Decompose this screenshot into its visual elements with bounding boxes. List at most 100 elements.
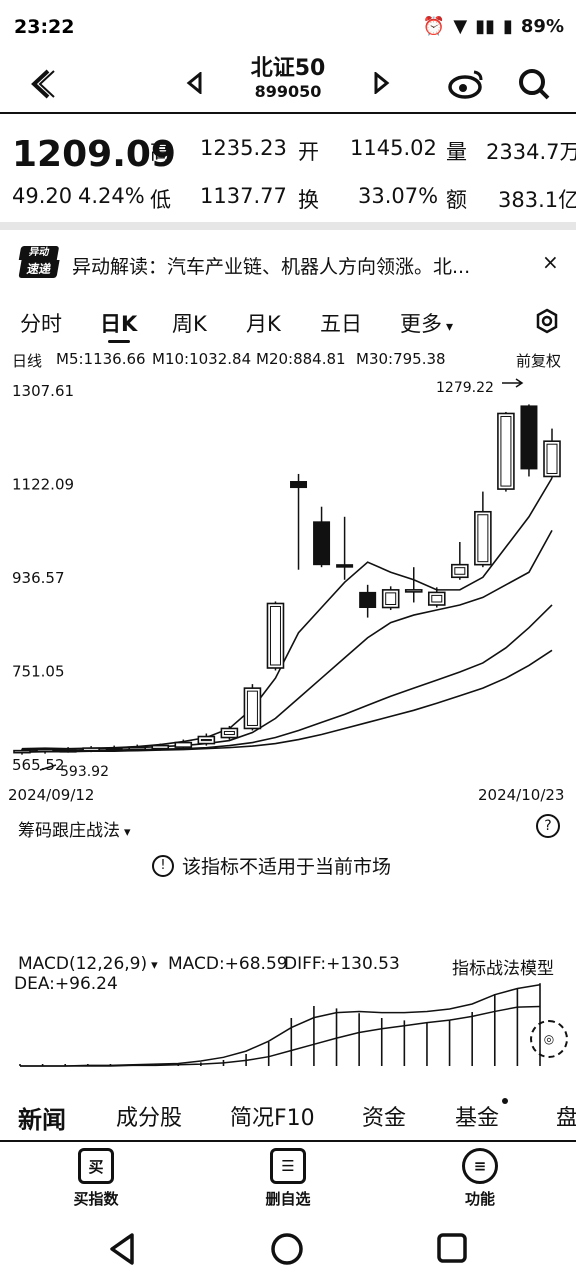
ma20-line: [21, 604, 553, 752]
function-button[interactable]: ≡ 功能: [440, 1148, 520, 1209]
chip-indicator-selector[interactable]: 筹码跟庄战法 ▾: [18, 816, 131, 841]
candle: [105, 745, 123, 752]
tab-news[interactable]: 新闻: [18, 1106, 66, 1134]
tab-fund[interactable]: 基金: [455, 1106, 500, 1131]
new-dot: [502, 1098, 508, 1104]
candle: [36, 747, 54, 754]
alert-badge-icon: 异动 速递: [18, 246, 60, 280]
candle: [427, 587, 446, 608]
dea-value: DEA:+96.24: [14, 974, 118, 994]
volume-label: 量: [446, 140, 467, 164]
alarm-icon: ⏰: [422, 16, 446, 37]
signal-icon: ▮▮: [475, 16, 495, 37]
candle: [243, 684, 262, 731]
kline-svg: 1307.61 1122.09 936.57 751.05 565.52 1279.22…: [8, 378, 564, 804]
candle-body: [313, 521, 331, 566]
float-ball-icon[interactable]: ◎: [530, 1020, 568, 1058]
info-icon: !: [152, 854, 174, 877]
candle: [128, 744, 147, 752]
remove-watchlist-button[interactable]: ☰ 删自选: [248, 1148, 328, 1209]
adjust-mode[interactable]: 前复权: [516, 352, 562, 370]
candle-body-inner: [223, 730, 235, 736]
candle: [497, 411, 515, 492]
ma30-line: [21, 649, 553, 753]
macd-selector[interactable]: MACD(12,26,9) ▾: [18, 954, 158, 974]
buy-index-button[interactable]: 买 买指数: [56, 1148, 136, 1209]
candle: [266, 601, 285, 671]
candle-body: [290, 481, 308, 489]
period-tabs: 分时 日K 周K 月K 五日 更多 ▾: [0, 300, 576, 346]
candle-body: [336, 564, 354, 568]
candle-body: [151, 744, 170, 750]
news-text[interactable]: 异动解读：汽车产业链、机器人方向领涨。北...: [72, 256, 471, 278]
indicator-model-link[interactable]: 指标战法模型: [452, 959, 554, 979]
candle-body-inner: [454, 567, 466, 575]
candle-body: [543, 440, 561, 478]
low-label: 低: [150, 188, 171, 212]
help-icon[interactable]: ?: [536, 814, 560, 838]
candle-body: [427, 591, 446, 606]
max-price-label: 1279.22: [436, 380, 494, 396]
candle-body-inner: [385, 592, 397, 606]
nav-home-icon[interactable]: [270, 1232, 304, 1266]
nav-recents-icon[interactable]: [436, 1232, 468, 1264]
candle-body: [359, 591, 377, 609]
candle-body: [174, 741, 193, 748]
diff-value: DIFF:+130.53: [284, 954, 400, 974]
tab-capital[interactable]: 资金: [362, 1106, 407, 1131]
tab-more-pan[interactable]: 盘: [556, 1106, 576, 1131]
y-tick-label: 565.52: [12, 756, 65, 774]
function-label: 功能: [464, 1190, 495, 1208]
next-stock-icon[interactable]: [364, 66, 398, 100]
settings-icon[interactable]: [534, 308, 560, 334]
quote-panel: 1209.09 49.20 4.24% 高 1235.23 开 1145.02 …: [0, 118, 576, 218]
macd-panel[interactable]: MACD(12,26,9) ▾ MACD:+68.59 DIFF:+130.53 …: [0, 950, 576, 1090]
amount-value: 383.1亿: [498, 188, 576, 212]
prev-stock-icon[interactable]: [178, 66, 212, 100]
chip-indicator-panel: 筹码跟庄战法 ▾ ? ! 该指标不适用于当前市场: [0, 812, 576, 932]
tab-five-day[interactable]: 五日: [320, 312, 362, 336]
candle-body: [497, 412, 515, 490]
system-nav-bar: [0, 1212, 576, 1280]
weibo-icon[interactable]: [446, 64, 486, 104]
nav-back-icon[interactable]: [106, 1232, 138, 1266]
candle-body: [105, 748, 123, 752]
open-value: 1145.02: [350, 136, 437, 160]
tab-monthly-k[interactable]: 月K: [246, 312, 281, 336]
tab-f10[interactable]: 简况F10: [230, 1106, 315, 1131]
tab-constituents[interactable]: 成分股: [116, 1106, 183, 1131]
amount-label: 额: [446, 188, 467, 212]
min-arrow-icon: [39, 764, 57, 771]
kline-chart[interactable]: 1307.61 1122.09 936.57 751.05 565.52 1279.22…: [0, 370, 576, 810]
candle-body-inner: [500, 415, 512, 487]
ma5-value: M5:1136.66: [56, 350, 146, 368]
list-icon: ☰: [270, 1148, 306, 1184]
tab-weekly-k[interactable]: 周K: [172, 312, 207, 336]
status-time: 23:22: [14, 16, 75, 38]
candle: [220, 725, 239, 740]
tab-active-indicator: [108, 340, 130, 343]
news-banner[interactable]: 异动 速递 异动解读：汽车产业链、机器人方向领涨。北... ×: [0, 236, 576, 292]
search-icon[interactable]: [514, 64, 554, 104]
candle-body: [381, 589, 400, 609]
stock-name: 北证50: [250, 56, 326, 81]
low-value: 1137.77: [200, 184, 287, 208]
menu-icon: ≡: [462, 1148, 498, 1184]
buy-icon: 买: [78, 1148, 114, 1184]
tab-more[interactable]: 更多 ▾: [400, 308, 453, 338]
candle: [336, 516, 354, 580]
x-start-label: 2024/09/12: [8, 786, 94, 804]
candle-body: [128, 746, 147, 751]
high-label: 高: [150, 140, 171, 164]
tab-intraday[interactable]: 分时: [20, 312, 62, 336]
remove-watchlist-label: 删自选: [265, 1190, 311, 1208]
badge-bottom: 速递: [18, 260, 60, 278]
candle-body-inner: [200, 739, 212, 742]
action-bar: 买 买指数 ☰ 删自选 ≡ 功能: [0, 1140, 576, 1212]
back-icon[interactable]: [22, 64, 62, 104]
tab-daily-k[interactable]: 日K: [100, 312, 138, 336]
candle: [359, 584, 377, 618]
candle: [543, 428, 561, 478]
close-icon[interactable]: ×: [542, 250, 559, 274]
y-tick-label: 751.05: [12, 662, 65, 680]
